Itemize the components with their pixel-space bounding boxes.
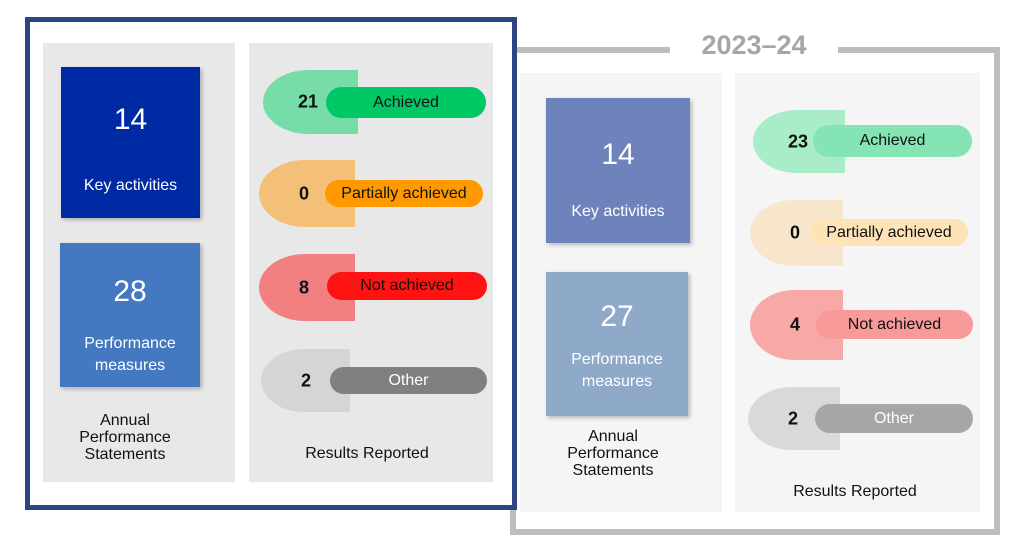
performance-measures-value: 28 (113, 275, 147, 308)
statements-caption: Annual Performance Statements (567, 428, 659, 479)
statements-caption: Annual Performance Statements (79, 412, 171, 463)
result-count: 0 (789, 222, 800, 243)
performance-measures-label: Performance measures (571, 351, 663, 390)
result-label-not-achieved: Not achieved (816, 310, 973, 339)
key-activities-label: Key activities (83, 177, 178, 194)
performance-measures-value: 27 (600, 300, 634, 333)
result-count: 8 (298, 277, 309, 297)
result-count: 23 (787, 131, 809, 151)
result-count: 4 (789, 314, 800, 335)
previous-statements-panel: 14 Key activities 27 Performance measure… (520, 73, 722, 512)
result-count: 2 (300, 370, 311, 390)
previous-performance-measures-box: 27 Performance measures (546, 272, 688, 416)
current-key-activities-box: 14 Key activities (61, 67, 200, 218)
result-label-achieved: Achieved (326, 87, 486, 118)
key-activities-value: 14 (601, 138, 635, 171)
result-label-achieved: Achieved (813, 125, 972, 157)
current-results-panel: 21 Achieved 0 Partially achieved 8 Not a… (249, 43, 493, 482)
result-label-partially-achieved: Partially achieved (810, 219, 968, 246)
current-performance-measures-box: 28 Performance measures (60, 243, 200, 387)
result-count-shape: 2 (261, 349, 350, 412)
year-label: 2023–24 (670, 28, 838, 62)
previous-key-activities-box: 14 Key activities (546, 98, 690, 243)
key-activities-value: 14 (113, 103, 148, 136)
previous-results-panel: 23 Achieved 0 Partially achieved 4 Not a… (735, 73, 980, 512)
result-count: 2 (787, 408, 798, 428)
results-caption: Results Reported (793, 483, 917, 500)
current-statements-panel: 14 Key activities 28 Performance measure… (43, 43, 235, 482)
result-label-not-achieved: Not achieved (327, 272, 487, 300)
result-count: 21 (297, 91, 319, 112)
performance-measures-label: Performance measures (84, 335, 176, 374)
results-caption: Results Reported (305, 445, 429, 462)
key-activities-label: Key activities (571, 203, 665, 220)
result-count: 0 (298, 183, 309, 203)
result-label-other: Other (330, 367, 487, 394)
result-label-partially-achieved: Partially achieved (325, 180, 483, 207)
result-label-other: Other (815, 404, 973, 433)
